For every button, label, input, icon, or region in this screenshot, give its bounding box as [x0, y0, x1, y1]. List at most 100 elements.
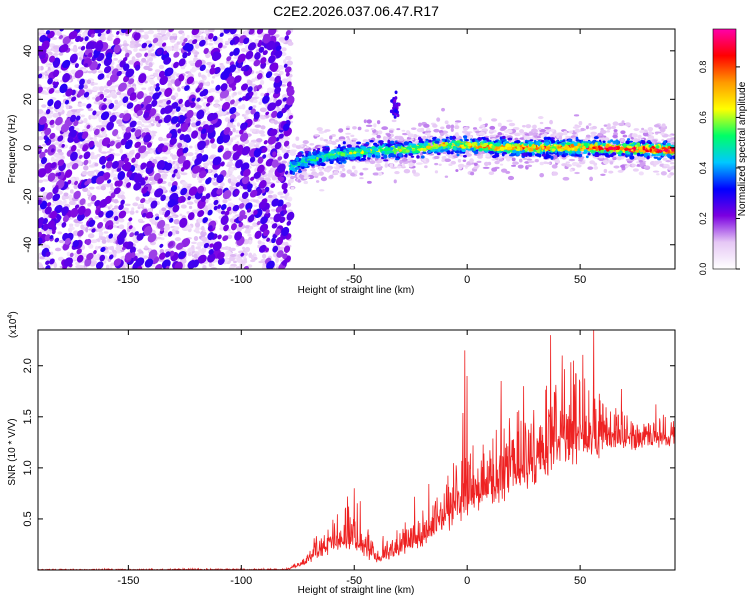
track-halo [526, 164, 533, 168]
track-halo [357, 126, 362, 131]
noise-speckle [134, 129, 142, 137]
noise-speckle [98, 210, 104, 218]
noise-speckle-light [81, 68, 88, 72]
noise-speckle [125, 52, 130, 58]
noise-speckle [151, 99, 158, 107]
noise-speckle [134, 231, 139, 236]
noise-speckle [48, 87, 55, 94]
noise-speckle [45, 265, 51, 269]
noise-speckle-light [200, 35, 204, 41]
noise-speckle [112, 129, 119, 137]
noise-speckle [105, 160, 113, 169]
noise-speckle-light [252, 105, 257, 108]
noise-speckle-light [202, 162, 210, 167]
track-halo [391, 119, 397, 123]
noise-speckle-light [287, 182, 292, 186]
noise-speckle-light [94, 245, 99, 251]
track-halo [345, 127, 350, 131]
noise-speckle-light [51, 37, 58, 40]
noise-speckle [184, 117, 191, 124]
noise-speckle-light [87, 108, 94, 112]
track-halo [633, 128, 640, 131]
noise-speckle-light [280, 84, 287, 87]
noise-speckle [94, 200, 101, 207]
noise-speckle-light [281, 160, 288, 164]
noise-speckle [108, 224, 114, 230]
track-halo [369, 160, 376, 165]
noise-speckle-light [243, 198, 250, 202]
noise-speckle [46, 192, 53, 200]
track-halo [351, 138, 358, 141]
track-halo [537, 116, 544, 120]
noise-speckle [277, 156, 283, 161]
track-halo [425, 130, 432, 134]
noise-speckle-light [281, 78, 288, 84]
noise-speckle-light [167, 181, 172, 187]
noise-speckle-light [109, 86, 116, 91]
noise-speckle [223, 67, 231, 76]
noise-speckle [237, 53, 246, 63]
noise-speckle [42, 223, 49, 231]
noise-speckle [108, 233, 114, 239]
noise-speckle [84, 36, 89, 42]
noise-speckle [47, 220, 56, 229]
track-halo [331, 173, 339, 176]
noise-speckle-light [74, 127, 80, 132]
noise-speckle-light [137, 203, 144, 208]
noise-speckle [156, 47, 163, 55]
noise-speckle [258, 46, 265, 53]
noise-speckle [101, 104, 108, 111]
track-halo [589, 176, 594, 182]
noise-speckle [124, 252, 132, 261]
noise-speckle-light [57, 256, 64, 262]
noise-speckle-light [109, 148, 113, 152]
noise-speckle [160, 194, 166, 202]
track-halo [480, 124, 486, 128]
track-halo [612, 134, 618, 139]
noise-speckle-light [135, 52, 142, 58]
noise-speckle [241, 175, 250, 185]
track-halo [572, 126, 580, 129]
noise-speckle-light [113, 198, 119, 204]
noise-speckle [45, 137, 50, 142]
noise-speckle [74, 180, 78, 186]
noise-speckle-light [220, 247, 228, 250]
noise-speckle [99, 155, 107, 165]
noise-speckle [173, 168, 178, 174]
track-halo [653, 124, 660, 128]
track-halo [568, 158, 576, 162]
noise-speckle [64, 169, 73, 178]
noise-speckle-light [87, 233, 95, 239]
noise-speckle-light [154, 69, 161, 73]
noise-speckle [41, 40, 50, 51]
noise-speckle-light [101, 120, 106, 125]
noise-speckle-light [242, 246, 246, 250]
noise-speckle [263, 229, 270, 237]
noise-speckle [261, 188, 266, 194]
noise-speckle-light [160, 29, 166, 34]
noise-speckle [69, 252, 74, 258]
noise-speckle [208, 249, 214, 255]
noise-speckle [134, 152, 141, 160]
track-halo [424, 165, 428, 169]
track-halo [563, 130, 568, 136]
noise-speckle [212, 156, 222, 166]
noise-speckle-light [148, 208, 153, 213]
noise-speckle [276, 111, 284, 119]
noise-speckle-light [230, 137, 234, 143]
noise-speckle-light [210, 143, 217, 149]
track-halo [396, 165, 402, 169]
noise-speckle [164, 87, 173, 97]
noise-speckle-light [38, 163, 41, 169]
noise-speckle [283, 63, 288, 68]
noise-speckle [267, 135, 277, 145]
noise-speckle-light [164, 232, 169, 237]
noise-speckle [239, 132, 249, 142]
noise-speckle [222, 150, 232, 160]
track-halo [593, 162, 598, 166]
track-halo [444, 158, 452, 162]
noise-speckle-light [273, 120, 279, 125]
noise-speckle [50, 210, 58, 220]
noise-speckle [152, 37, 159, 44]
